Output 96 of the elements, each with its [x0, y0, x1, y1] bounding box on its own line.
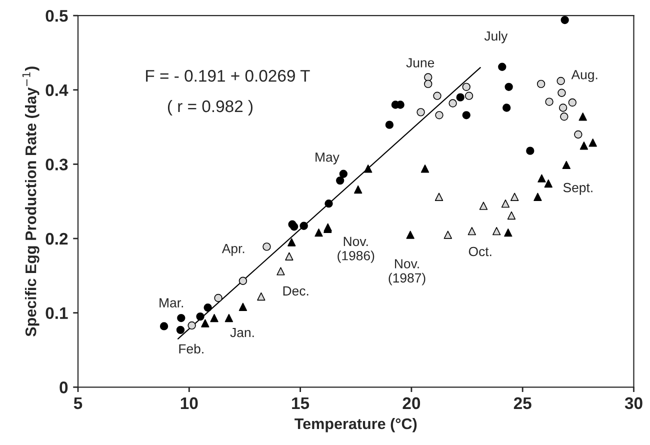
- point: [558, 104, 568, 112]
- point: [468, 226, 476, 236]
- point: [336, 176, 344, 185]
- y-tick-label: 0.5: [46, 10, 68, 22]
- annotation: Aug.: [571, 70, 598, 82]
- point: [502, 104, 511, 112]
- point: [160, 322, 168, 330]
- point: [560, 112, 568, 121]
- point: [324, 199, 333, 208]
- point: [288, 220, 296, 228]
- point: [526, 146, 534, 155]
- point: [556, 76, 565, 86]
- point: [562, 160, 570, 170]
- point: [420, 164, 430, 173]
- point: [498, 62, 506, 71]
- point: [238, 276, 248, 285]
- point: [424, 80, 432, 88]
- point: [424, 73, 432, 82]
- point: [339, 170, 348, 178]
- x-axis-title: Temperature (°C): [294, 418, 417, 432]
- annotation: July: [484, 30, 508, 44]
- point: [507, 211, 516, 220]
- point: [536, 80, 546, 88]
- annotation: Jan.: [230, 328, 254, 338]
- point: [288, 238, 296, 246]
- x-tick-label: 25: [514, 397, 532, 410]
- point: [238, 302, 248, 311]
- point: [574, 130, 582, 139]
- point: [501, 199, 510, 208]
- point: [406, 230, 414, 239]
- y-tick-label: 0: [60, 382, 68, 394]
- x-tick-label: 20: [402, 397, 420, 410]
- point: [176, 326, 185, 334]
- point: [558, 88, 566, 97]
- point: [448, 99, 457, 108]
- x-tick-label: 30: [624, 397, 642, 410]
- point: [479, 202, 488, 210]
- y-tick-label: 0.2: [46, 232, 68, 245]
- annotation: Apr.: [222, 244, 244, 256]
- annotation: May: [316, 152, 340, 164]
- point: [444, 230, 452, 239]
- point: [354, 185, 362, 194]
- annotation: June: [406, 58, 434, 68]
- point: [257, 292, 266, 301]
- point: [510, 192, 519, 201]
- annotation: Oct.: [468, 246, 492, 256]
- y-tick-label: 0.3: [46, 158, 68, 170]
- point: [545, 98, 554, 106]
- point: [276, 267, 285, 276]
- x-tick-label: 10: [180, 397, 198, 410]
- point: [385, 120, 394, 129]
- point: [456, 93, 464, 102]
- point: [560, 16, 569, 24]
- point: [504, 82, 513, 92]
- annotation: ( r = 0.982 ): [168, 100, 252, 116]
- annotation: Nov. (1986): [338, 236, 374, 263]
- point: [416, 108, 425, 116]
- point: [177, 314, 186, 322]
- point: [568, 98, 576, 107]
- point: [300, 222, 308, 230]
- point: [462, 82, 470, 92]
- point: [433, 92, 442, 100]
- point: [538, 174, 546, 182]
- point: [204, 304, 212, 312]
- point: [188, 321, 196, 330]
- point: [314, 228, 323, 237]
- point: [534, 192, 542, 201]
- point: [492, 226, 501, 236]
- annotation: Nov. (1987): [388, 259, 426, 286]
- y-tick-label: 0.1: [46, 307, 68, 320]
- y-axis-title: Specific Egg Production Rate (day$^{−1}$): [22, 66, 40, 336]
- point: [504, 228, 512, 237]
- annotation: Dec.: [283, 286, 308, 296]
- x-tick-label: 15: [292, 397, 310, 410]
- annotation: Mar.: [160, 298, 183, 308]
- x-tick-label: 5: [74, 397, 82, 410]
- point: [201, 319, 210, 328]
- point: [196, 312, 204, 321]
- annotation: F = - 0.191 + 0.0269 T: [146, 70, 310, 82]
- point: [364, 164, 372, 173]
- point: [435, 111, 444, 120]
- point: [578, 112, 587, 121]
- point: [464, 92, 474, 100]
- annotation: Sept.: [563, 182, 592, 195]
- point: [214, 294, 222, 302]
- point: [210, 314, 218, 322]
- point: [580, 142, 588, 150]
- point: [285, 252, 294, 260]
- point: [462, 111, 470, 120]
- point: [544, 179, 552, 188]
- point: [434, 192, 444, 201]
- point: [588, 138, 597, 147]
- point: [262, 242, 271, 251]
- annotation: Feb.: [179, 344, 204, 354]
- point: [224, 314, 234, 322]
- y-tick-label: 0.4: [46, 84, 68, 96]
